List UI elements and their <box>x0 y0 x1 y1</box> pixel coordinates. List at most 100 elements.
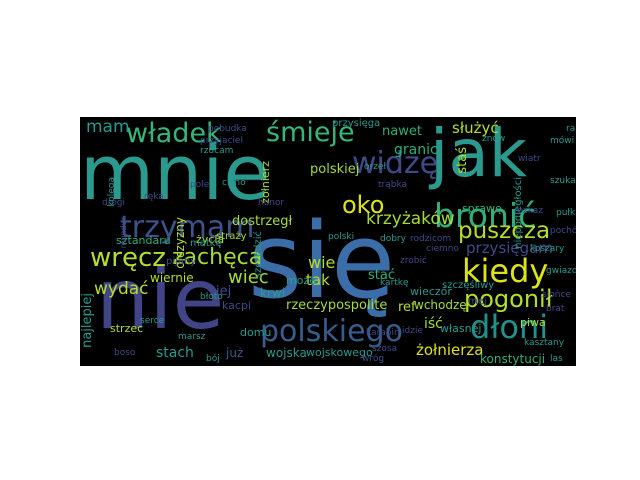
cloud-word: widzę <box>352 146 439 181</box>
cloud-word: własnej <box>440 322 482 335</box>
cloud-word: szosa <box>372 344 398 354</box>
cloud-word: polski <box>328 232 355 242</box>
cloud-word: kiedy <box>462 252 549 290</box>
cloud-word: ref <box>398 300 416 315</box>
cloud-word: pole <box>190 180 210 190</box>
cloud-word: iść <box>424 316 443 332</box>
cloud-word: polskiej <box>310 162 360 177</box>
cloud-word: kacpi <box>222 299 252 312</box>
cloud-word: rozkaz <box>514 206 544 216</box>
cloud-word: sztandaru <box>116 234 171 247</box>
cloud-word: rodzicom <box>410 234 452 244</box>
cloud-word: orzeł <box>364 162 387 172</box>
cloud-word: konstytucji <box>480 352 546 366</box>
cloud-word: władek <box>126 118 222 149</box>
cloud-word: dobry <box>380 234 406 244</box>
cloud-word: ciemno <box>426 244 459 254</box>
cloud-word: strzec <box>110 322 144 335</box>
cloud-word: mej <box>468 296 487 307</box>
cloud-word: ręka <box>144 192 164 202</box>
cloud-word: oko <box>342 191 385 219</box>
cloud-word: sprawę <box>462 202 502 215</box>
cloud-word: mnie <box>80 128 271 217</box>
cloud-word: żołnierza <box>416 341 484 359</box>
cloud-word: granic <box>394 142 438 158</box>
cloud-word: trzymam <box>120 210 255 245</box>
cloud-word: wie <box>308 253 336 272</box>
cloud-word: koszary <box>530 244 565 254</box>
cloud-word: kartkę <box>380 278 409 288</box>
cloud-word: honor <box>258 198 285 208</box>
cloud-word: zachęca <box>172 245 263 270</box>
cloud-word: śmieje <box>266 117 355 148</box>
cloud-word: serce <box>140 316 165 326</box>
cloud-word: rzeczypospolite <box>286 298 388 313</box>
cloud-word: może <box>286 274 316 287</box>
cloud-word: mundur <box>119 217 128 249</box>
cloud-word: wieczór <box>410 285 452 298</box>
cloud-word: służyć <box>452 119 499 137</box>
cloud-word: polskiego <box>260 314 403 349</box>
cloud-word: pijany <box>166 256 197 267</box>
cloud-word: karabin <box>366 328 400 338</box>
cloud-word: wręcz <box>90 243 166 273</box>
cloud-word: jak <box>430 117 528 192</box>
cloud-word: przyjaciel <box>200 136 243 146</box>
cloud-word: nawet <box>382 124 422 139</box>
cloud-word: drogi <box>102 198 125 208</box>
cloud-word: szczędzić <box>253 231 264 279</box>
cloud-word: las <box>550 354 563 364</box>
cloud-word: słońce <box>542 290 571 300</box>
cloud-word: nie <box>96 250 225 348</box>
cloud-word: rzucam <box>200 146 234 156</box>
cloud-word: kolega <box>107 177 117 207</box>
cloud-word: rano <box>566 124 576 134</box>
cloud-word: się <box>248 200 396 322</box>
cloud-word: już <box>226 346 244 360</box>
cloud-word: przysięgam <box>466 239 553 257</box>
cloud-word: boso <box>114 348 136 358</box>
cloud-word: pogonił <box>464 285 553 313</box>
cloud-word: bronić <box>434 196 537 235</box>
cloud-word: brat <box>546 304 565 314</box>
cloud-word: pochód <box>550 226 576 236</box>
cloud-word: bój <box>206 354 220 364</box>
cloud-word: wiec <box>228 267 269 288</box>
cloud-word: mówi <box>550 136 575 146</box>
cloud-word: szukam <box>550 176 576 186</box>
cloud-word: dostrzegł <box>232 214 293 229</box>
cloud-word: stać <box>368 268 395 283</box>
cloud-word: zrobić <box>400 256 427 266</box>
cloud-word: idzie <box>402 326 423 336</box>
cloud-word: domu <box>240 326 272 339</box>
cloud-word: szczęśliwy <box>442 280 495 291</box>
cloud-word: piwa <box>520 316 546 329</box>
cloud-word: trąbka <box>378 180 408 190</box>
cloud-word: kasztany <box>524 338 565 348</box>
cloud-word: znów <box>482 134 506 144</box>
cloud-word: dłoni <box>470 308 549 346</box>
cloud-word: cicho <box>222 178 246 188</box>
cloud-word: pobudka <box>208 124 247 134</box>
cloud-word: matkę <box>190 238 222 249</box>
cloud-word: najlepiej <box>80 293 95 348</box>
cloud-word: wojskowego <box>306 346 373 359</box>
cloud-word: gwiazdy <box>546 266 576 276</box>
cloud-word: wróg <box>362 354 385 364</box>
cloud-word: wiatr <box>518 154 541 164</box>
cloud-word: wiernie <box>150 271 194 285</box>
cloud-word: wchodzę <box>414 298 467 312</box>
cloud-word: błoto <box>200 292 223 302</box>
cloud-word: krzyżaków <box>366 209 455 229</box>
cloud-word: krwi <box>260 286 286 300</box>
cloud-word: straży <box>216 231 247 242</box>
cloud-word: staś <box>455 147 470 174</box>
cloud-word: wydać <box>94 279 149 299</box>
cloud-word: przysięga <box>332 118 381 129</box>
word-cloud: mnie jak się nie bronić puszcza kiedy władek śmi… <box>80 117 576 366</box>
cloud-word: marsz <box>178 332 206 342</box>
cloud-word: wojska <box>266 346 307 360</box>
cloud-word: jej <box>216 284 232 299</box>
cloud-word: pułk <box>556 208 576 218</box>
cloud-word: życia <box>196 233 225 246</box>
